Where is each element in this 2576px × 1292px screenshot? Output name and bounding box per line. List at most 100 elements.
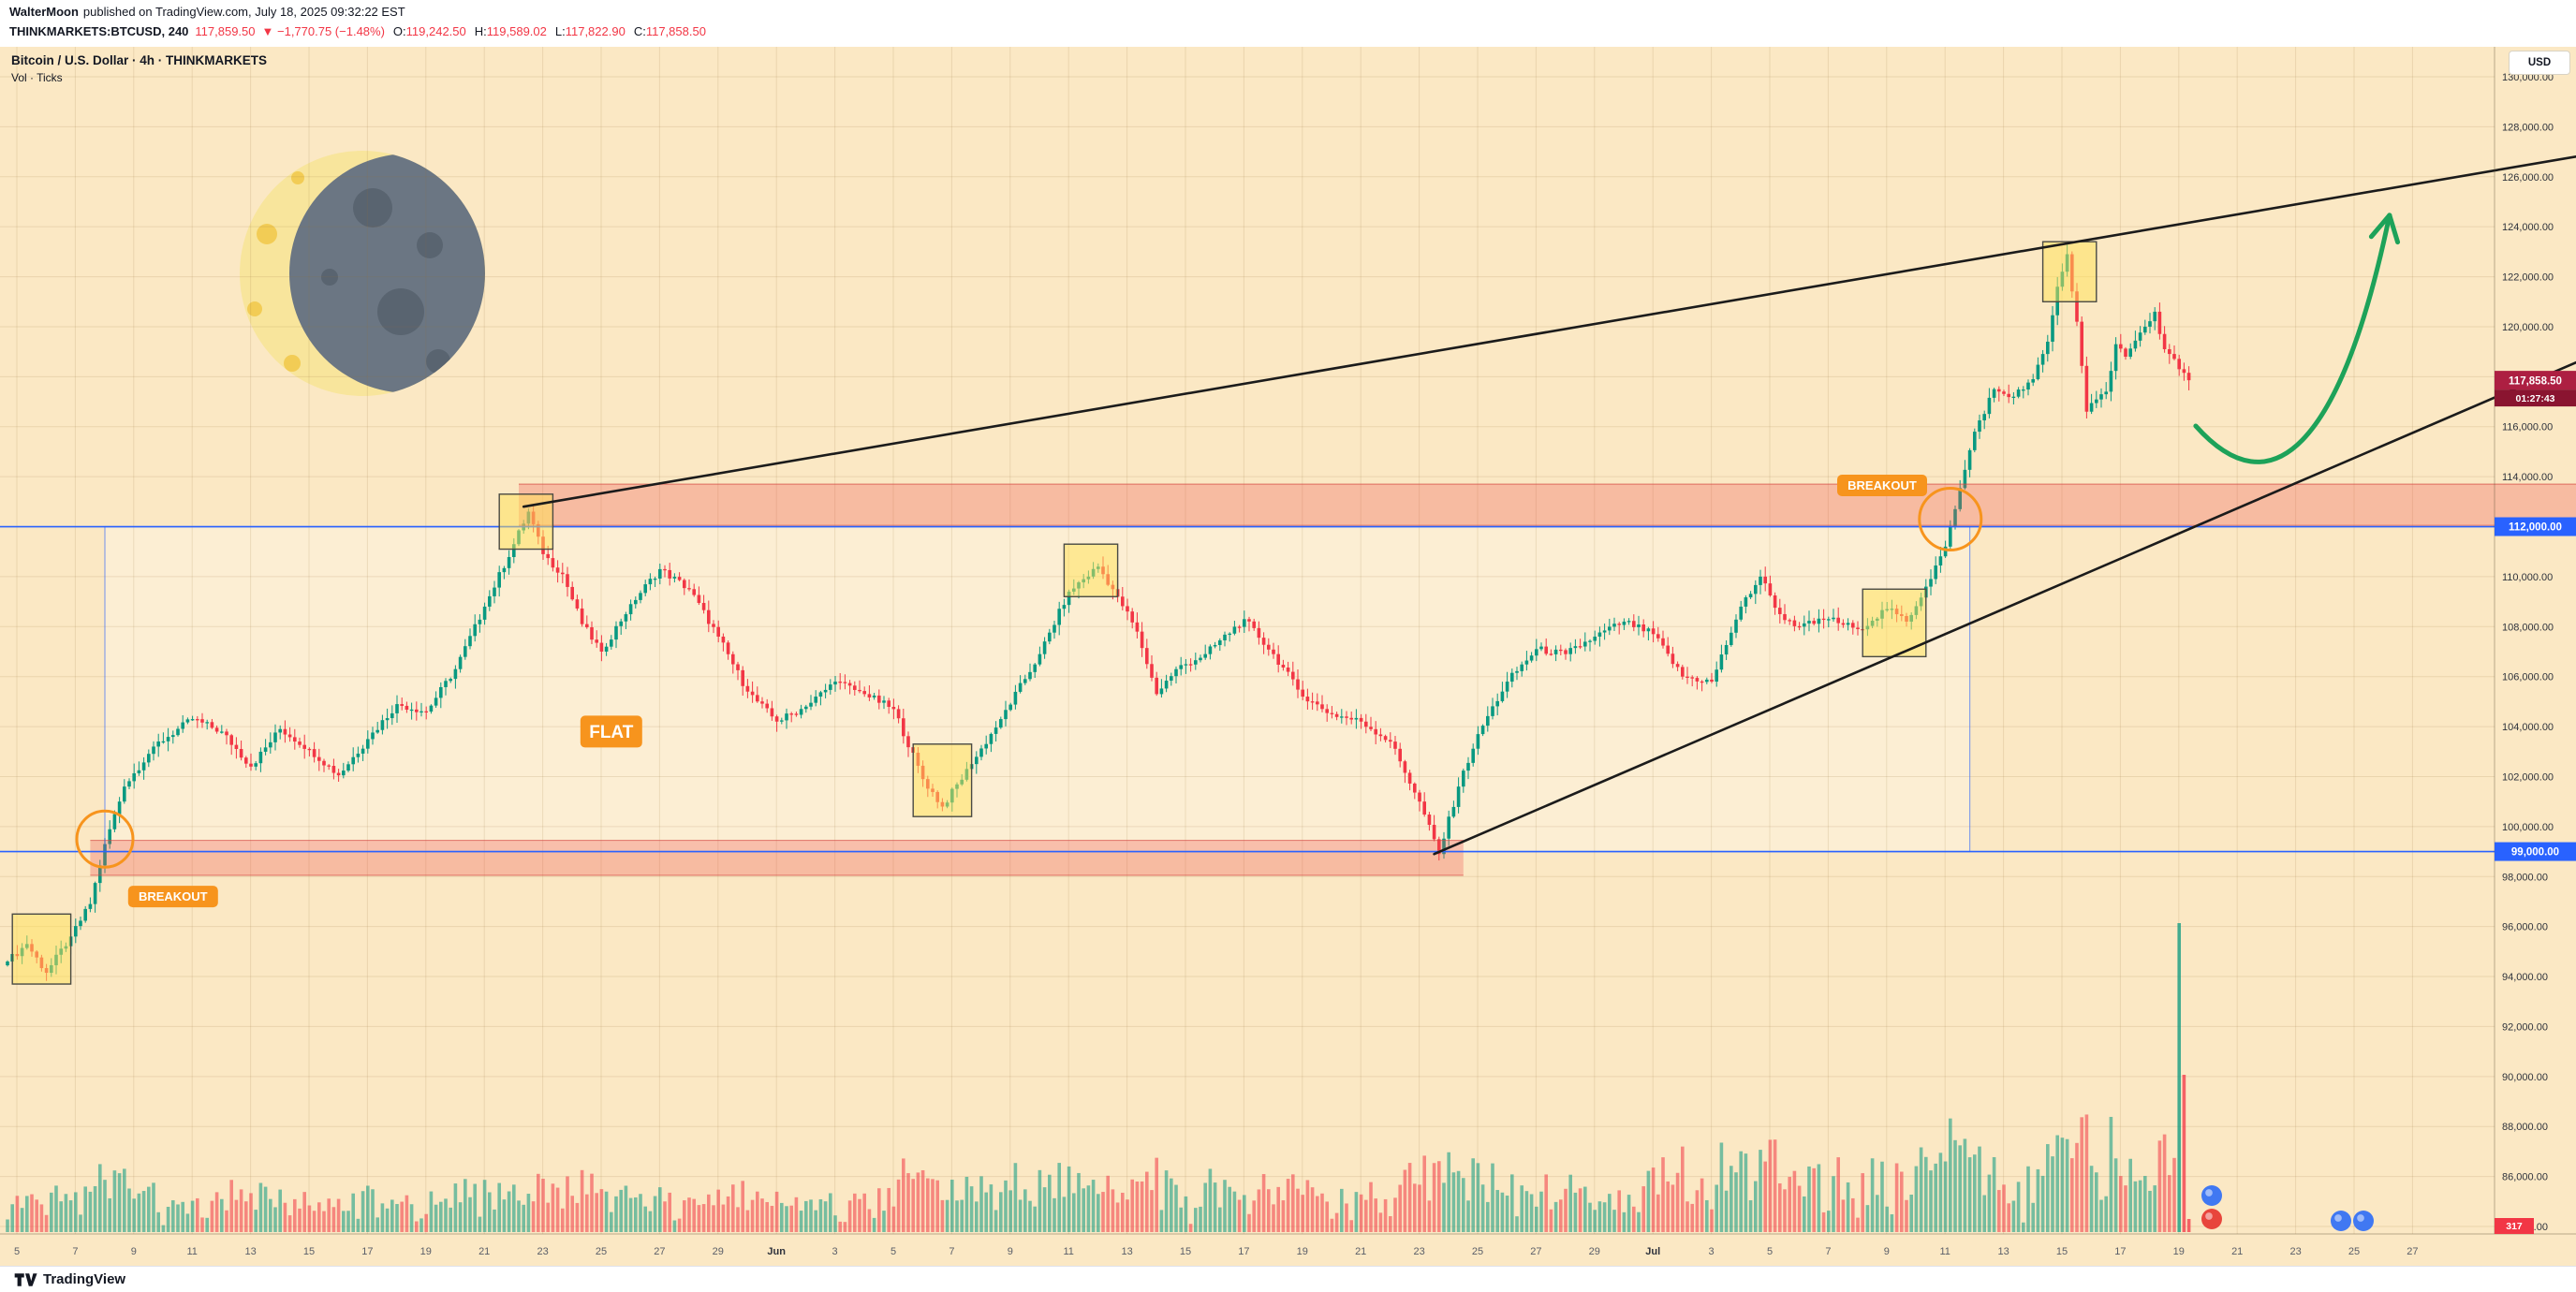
chart-legend: Bitcoin / U.S. Dollar · 4h · THINKMARKET… (11, 53, 267, 84)
highlight-box[interactable] (1063, 543, 1119, 597)
svg-text:7: 7 (949, 1246, 954, 1257)
time-axis-labels[interactable]: 5 7 9 11 13 15 17 19 21 23 25 27 29 Jun 3 5 7 9 11 13 15 17 19… (14, 1246, 2419, 1257)
price-axis-labels[interactable]: 84,000.0086,000.0088,000.0090,000.0092,0… (2502, 72, 2554, 1233)
countdown-badge: 01:27:43 (2495, 389, 2576, 407)
level-badge: 112,000.00 (2495, 517, 2576, 536)
breakout-label[interactable]: BREAKOUT (127, 886, 218, 908)
svg-text:11: 11 (1063, 1246, 1073, 1257)
svg-text:11: 11 (1939, 1246, 1950, 1257)
gridlines (0, 47, 2495, 1234)
svg-text:21: 21 (2231, 1246, 2243, 1257)
breakout-circle[interactable] (1918, 487, 1983, 552)
svg-text:7: 7 (1825, 1246, 1831, 1257)
svg-text:23: 23 (2289, 1246, 2301, 1257)
svg-text:01:27:43: 01:27:43 (2515, 393, 2554, 404)
svg-text:102,000.00: 102,000.00 (2502, 771, 2554, 783)
tradingview-logo[interactable]: TradingView (13, 1270, 125, 1289)
chart-legend-title[interactable]: Bitcoin / U.S. Dollar · 4h · THINKMARKET… (11, 53, 268, 67)
svg-text:92,000.00: 92,000.00 (2502, 1021, 2548, 1033)
highlight-box[interactable] (2041, 241, 2098, 302)
publish-info: published on TradingView.com, July 18, 2… (82, 5, 405, 19)
breakout-circle[interactable] (75, 809, 135, 869)
emoji-sticker-icon[interactable] (2201, 1185, 2222, 1206)
svg-text:117,858.50: 117,858.50 (2509, 375, 2562, 387)
svg-text:27: 27 (654, 1246, 665, 1257)
svg-text:Jun: Jun (767, 1246, 786, 1257)
svg-text:116,000.00: 116,000.00 (2502, 422, 2553, 433)
level-badge: 99,000.00 (2495, 842, 2576, 861)
svg-text:3: 3 (832, 1246, 838, 1257)
ohlc-close: C:117,858.50 (633, 24, 706, 38)
flat-label[interactable]: FLAT (580, 715, 642, 748)
breakout-label[interactable]: BREAKOUT (1837, 474, 1927, 496)
svg-text:11: 11 (186, 1246, 197, 1257)
svg-text:21: 21 (478, 1246, 490, 1257)
svg-text:19: 19 (420, 1246, 432, 1257)
last-price: 117,859.50 (195, 24, 256, 38)
svg-text:90,000.00: 90,000.00 (2502, 1072, 2548, 1083)
svg-text:13: 13 (244, 1246, 256, 1257)
emoji-sticker-icon[interactable] (2353, 1211, 2374, 1231)
svg-text:100,000.00: 100,000.00 (2502, 822, 2554, 833)
svg-text:110,000.00: 110,000.00 (2502, 572, 2553, 583)
svg-text:BREAKOUT: BREAKOUT (1847, 478, 1917, 492)
svg-text:23: 23 (1413, 1246, 1424, 1257)
range-box[interactable] (104, 525, 1971, 853)
svg-text:15: 15 (2056, 1246, 2068, 1257)
svg-text:27: 27 (2407, 1246, 2418, 1257)
range-box-fill (105, 526, 1970, 852)
svg-text:5: 5 (14, 1246, 20, 1257)
publish-line: WalterMoon published on TradingView.com, … (9, 5, 405, 19)
demand-zone[interactable] (90, 839, 1464, 876)
emoji-sticker-icon[interactable] (2331, 1211, 2351, 1231)
svg-text:21: 21 (1355, 1246, 1366, 1257)
svg-text:99,000.00: 99,000.00 (2511, 847, 2559, 859)
highlight-box[interactable] (912, 743, 973, 817)
svg-text:19: 19 (1297, 1246, 1308, 1257)
svg-text:3: 3 (1709, 1246, 1715, 1257)
svg-text:29: 29 (713, 1246, 724, 1257)
svg-text:130,000.00: 130,000.00 (2502, 72, 2554, 83)
svg-text:112,000.00: 112,000.00 (2509, 522, 2562, 534)
highlight-box[interactable] (1862, 588, 1927, 658)
svg-text:96,000.00: 96,000.00 (2502, 922, 2548, 933)
svg-text:5: 5 (891, 1246, 896, 1257)
supply-zone[interactable] (519, 483, 2576, 526)
chart-legend-indicator[interactable]: Vol · Ticks (11, 71, 63, 84)
svg-text:17: 17 (361, 1246, 373, 1257)
svg-text:25: 25 (1472, 1246, 1483, 1257)
svg-text:120,000.00: 120,000.00 (2502, 322, 2554, 333)
emoji-sticker-icon[interactable] (2201, 1209, 2222, 1229)
svg-text:98,000.00: 98,000.00 (2502, 872, 2548, 883)
svg-text:114,000.00: 114,000.00 (2502, 472, 2553, 483)
trendline-lower[interactable] (1433, 360, 2576, 856)
current-price-badge: 117,858.50 (2495, 371, 2576, 390)
svg-text:27: 27 (1530, 1246, 1541, 1257)
symbol-title[interactable]: THINKMARKETS:BTCUSD, 240 (9, 24, 189, 38)
tradingview-mark-icon (14, 1272, 37, 1286)
publisher-name[interactable]: WalterMoon (9, 5, 79, 19)
svg-text:317: 317 (2506, 1221, 2523, 1232)
svg-text:15: 15 (303, 1246, 315, 1257)
svg-text:25: 25 (596, 1246, 607, 1257)
green-projection-arrow[interactable] (2193, 213, 2401, 464)
volume-series (6, 923, 2191, 1232)
trendline-upper[interactable] (522, 154, 2576, 508)
tradingview-wordmark: TradingView (43, 1271, 126, 1287)
svg-text:17: 17 (2114, 1246, 2126, 1257)
svg-text:5: 5 (1767, 1246, 1773, 1257)
svg-text:94,000.00: 94,000.00 (2502, 972, 2548, 983)
svg-text:124,000.00: 124,000.00 (2502, 222, 2554, 233)
currency-toggle-button[interactable]: USD (2509, 51, 2570, 75)
svg-text:126,000.00: 126,000.00 (2502, 172, 2554, 184)
svg-text:Jul: Jul (1645, 1246, 1660, 1257)
moon-illustration[interactable] (240, 151, 529, 396)
svg-text:13: 13 (1121, 1246, 1132, 1257)
svg-text:BREAKOUT: BREAKOUT (139, 889, 208, 903)
svg-text:7: 7 (72, 1246, 78, 1257)
svg-text:9: 9 (1008, 1246, 1013, 1257)
highlight-box[interactable] (11, 913, 72, 985)
svg-text:29: 29 (1589, 1246, 1600, 1257)
